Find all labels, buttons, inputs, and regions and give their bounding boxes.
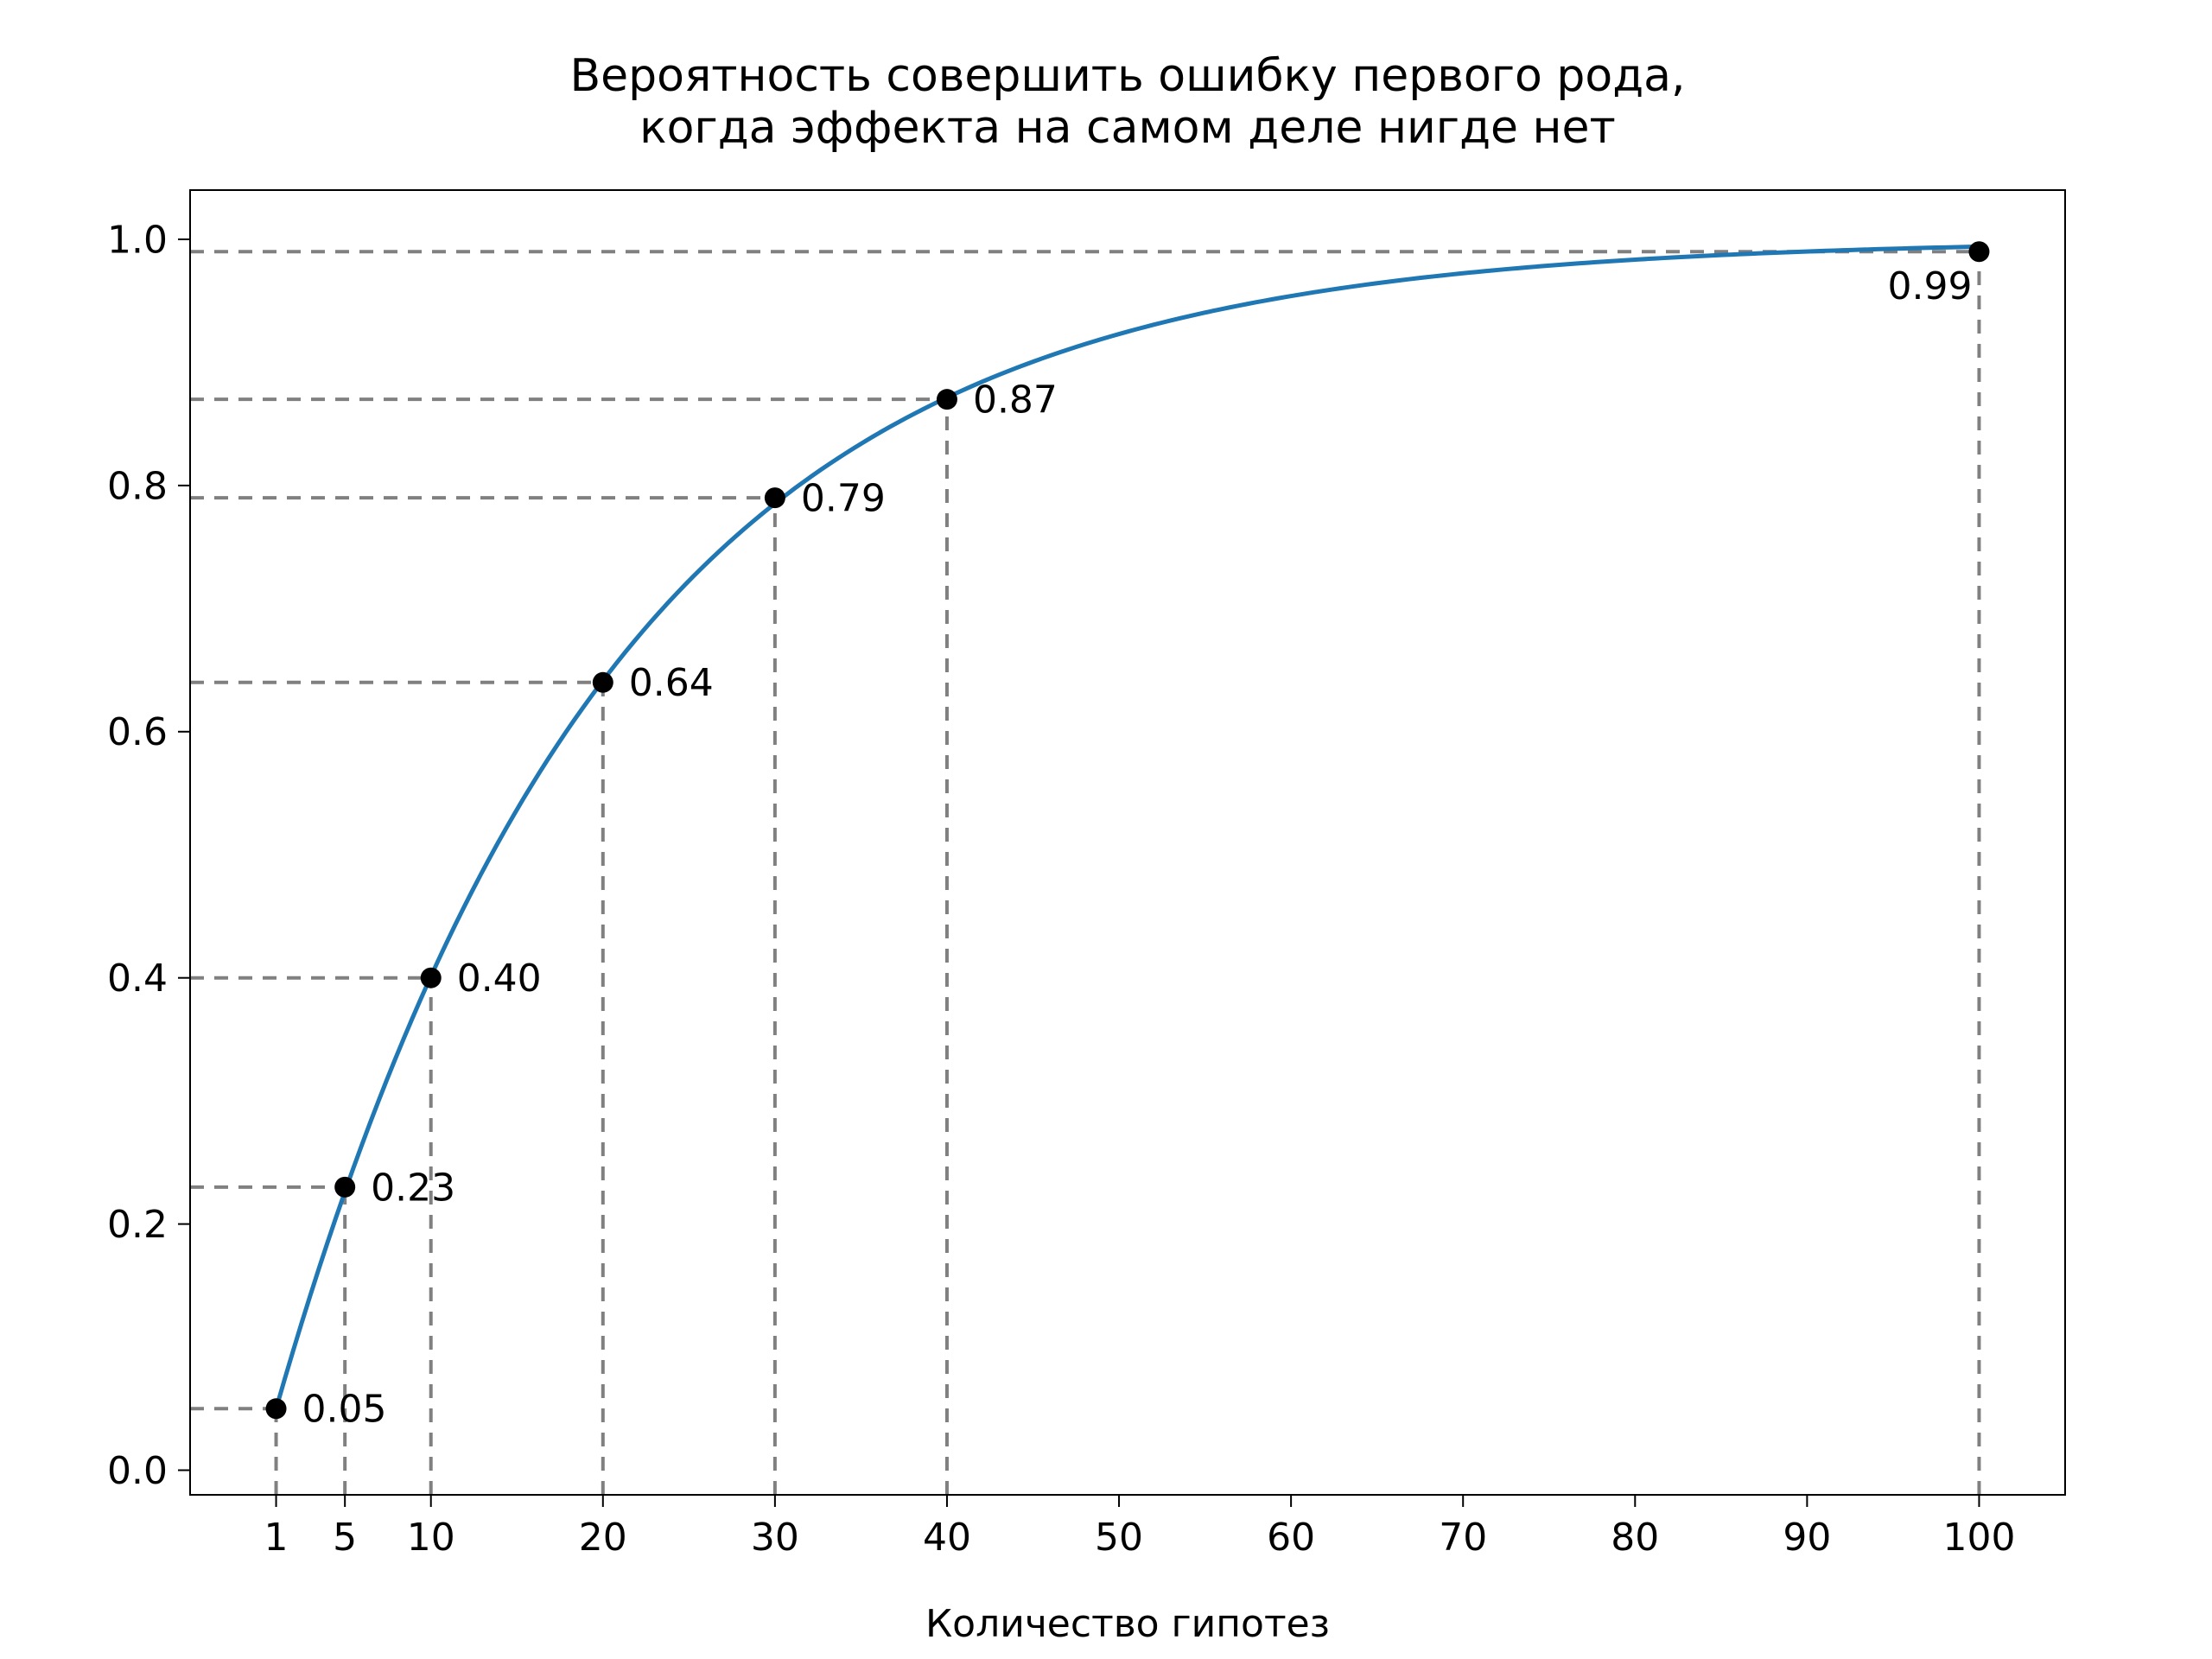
x-tick-label: 70 [1439,1516,1487,1560]
data-point-label: 0.64 [629,661,714,705]
x-tick-label: 90 [1783,1516,1831,1560]
data-point-label: 0.79 [801,477,886,521]
x-tick-label: 1 [264,1516,289,1560]
chart-title-line1: Вероятность совершить ошибку первого род… [569,50,1685,102]
data-point-label: 0.23 [371,1166,455,1210]
data-point [765,487,785,508]
x-tick-label: 10 [407,1516,455,1560]
data-point-label: 0.05 [302,1388,387,1432]
y-tick-label: 0.2 [107,1203,168,1247]
x-tick-label: 80 [1611,1516,1659,1560]
x-axis-label: Количество гипотез [925,1602,1330,1646]
x-tick-label: 60 [1267,1516,1315,1560]
x-tick-label: 100 [1942,1516,2015,1560]
chart-title-line2: когда эффекта на самом деле нигде нет [639,102,1616,154]
x-tick-label: 30 [751,1516,799,1560]
data-point [937,389,957,410]
x-tick-label: 5 [333,1516,357,1560]
data-point-label: 0.40 [457,957,542,1001]
y-tick-label: 0.4 [107,957,168,1001]
y-tick-label: 0.6 [107,710,168,754]
data-point [593,672,613,693]
y-tick-label: 0.8 [107,464,168,508]
data-point [334,1177,355,1198]
data-point [1968,241,1989,262]
y-tick-label: 0.0 [107,1449,168,1493]
y-tick-label: 1.0 [107,218,168,262]
data-point-label: 0.99 [1887,264,1972,308]
chart-root: 0.05 0.23 0.40 0.64 0.79 0.87 0.99 15 10 20 30 40 50… [0,0,2212,1659]
x-tick-label: 40 [923,1516,971,1560]
data-point [266,1398,287,1419]
x-tick-label: 20 [579,1516,627,1560]
data-point-label: 0.87 [973,378,1058,423]
data-point [421,968,442,988]
x-tick-label: 50 [1095,1516,1143,1560]
chart-svg: 0.05 0.23 0.40 0.64 0.79 0.87 0.99 15 10 20 30 40 50… [0,0,2212,1659]
